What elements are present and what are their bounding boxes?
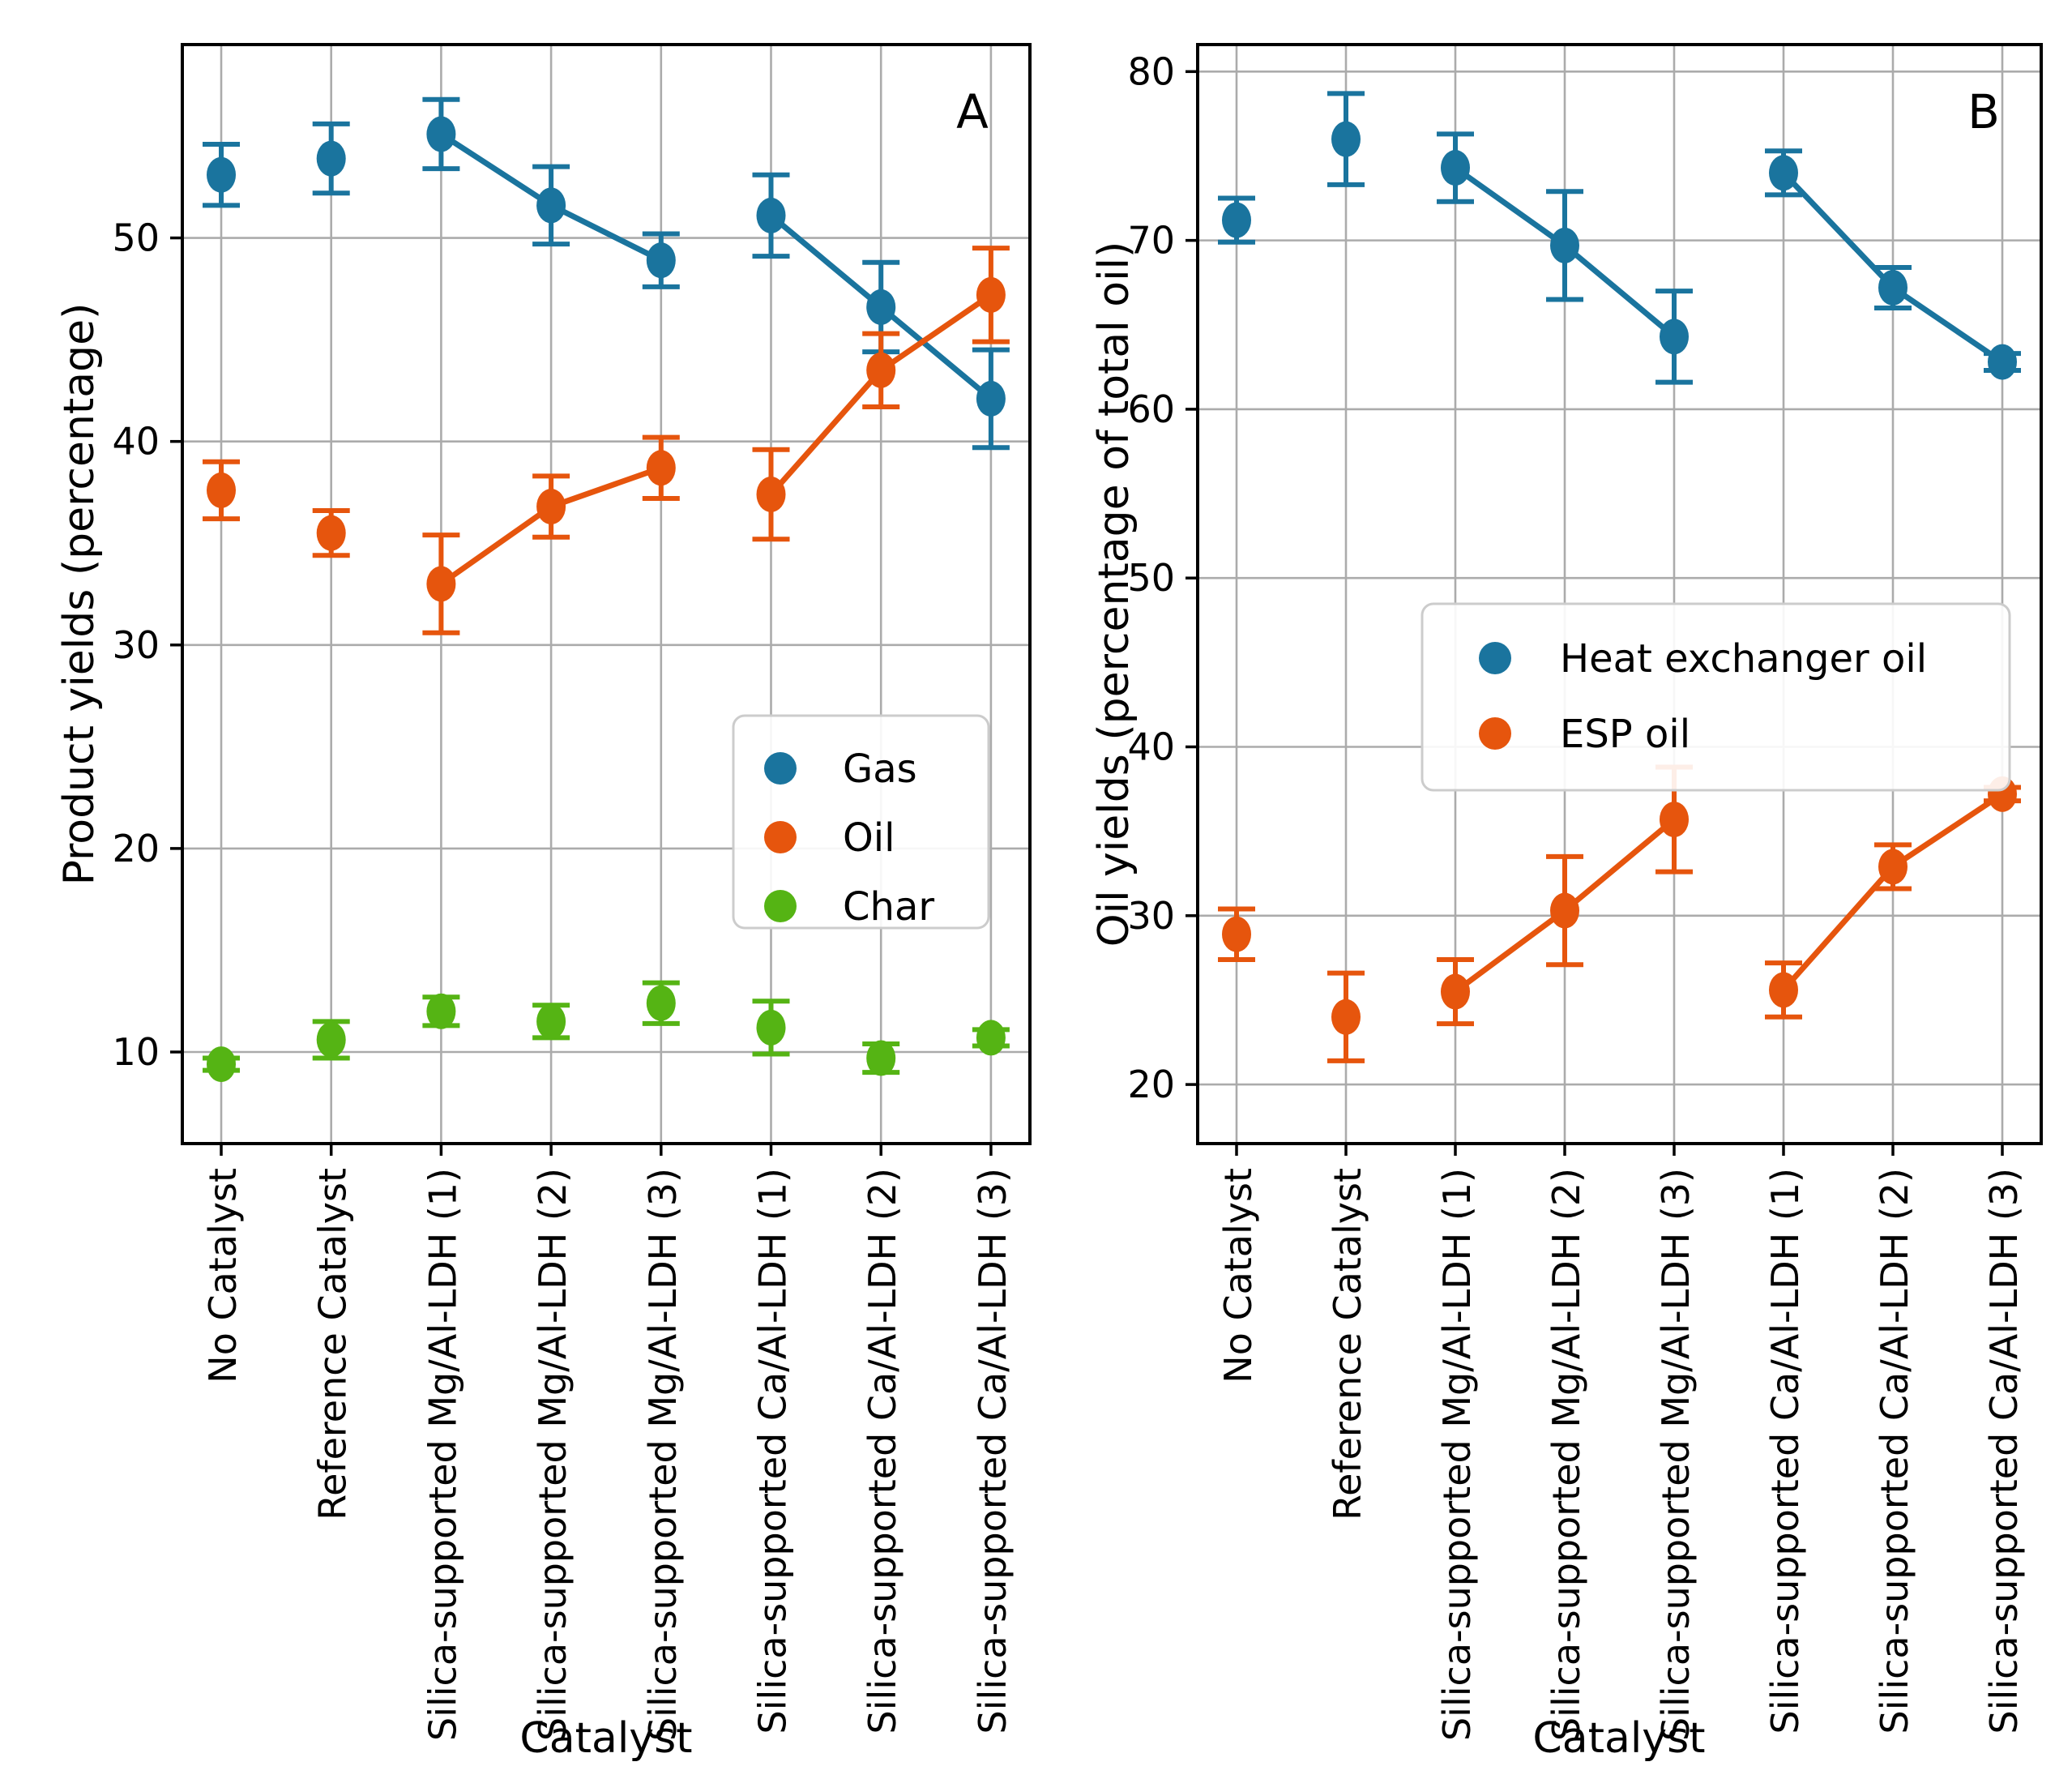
series-char-marker (536, 1003, 566, 1040)
panel-a-x-tick-label: Silica-supported Ca/Al-LDH (1) (751, 1168, 795, 1734)
legend-marker-icon (764, 752, 797, 785)
series-esp-oil-marker (1222, 916, 1251, 952)
panel-a-y-axis-label: Product yields (percentage) (55, 303, 104, 886)
panel-letter-b: B (1967, 84, 2000, 139)
legend-label: Oil (843, 815, 895, 861)
legend-label: Heat exchanger oil (1560, 636, 1927, 682)
series-esp-oil-marker (1660, 802, 1689, 838)
panel-b-y-axis-label: Oil yields (percentage of total oil) (1090, 242, 1139, 947)
series-gas-marker (426, 116, 456, 152)
series-heat-exchanger-oil-marker (1988, 344, 2017, 380)
panel-a-x-tick-label: Silica-supported Ca/Al-LDH (3) (971, 1168, 1015, 1734)
panel-a-x-tick-label: Silica-supported Ca/Al-LDH (2) (861, 1168, 904, 1734)
panel-b-x-tick-label: No Catalyst (1216, 1168, 1260, 1383)
panel-b-y-tick-label: 80 (1127, 49, 1175, 93)
panel-a-axes-frame (181, 43, 1032, 1145)
panel-b-x-tick-label: Silica-supported Mg/Al-LDH (2) (1544, 1168, 1588, 1741)
legend-marker-icon (1479, 717, 1511, 750)
series-heat-exchanger-oil-marker (1331, 121, 1361, 157)
series-esp-oil-marker (1441, 973, 1470, 1010)
panel-b-y-tick-label: 20 (1127, 1063, 1175, 1106)
series-heat-exchanger-oil-marker (1550, 227, 1579, 263)
panel-a-y-tick-label: 50 (112, 216, 160, 260)
panel-b-y-tick-label: 70 (1127, 219, 1175, 263)
series-gas-marker (756, 197, 786, 233)
panel-b-legend-box (1420, 602, 2011, 792)
panel-a-x-tick-label: Silica-supported Mg/Al-LDH (2) (531, 1168, 575, 1741)
panel-a-legend-box (732, 714, 990, 930)
series-oil-marker (976, 276, 1006, 313)
panel-a-x-tick-label: No Catalyst (201, 1168, 245, 1383)
series-gas-marker (646, 242, 676, 279)
series-oil-marker (646, 450, 676, 486)
series-char-marker (426, 993, 456, 1029)
legend-label: Char (843, 884, 934, 930)
panel-a-x-tick-label: Silica-supported Mg/Al-LDH (1) (421, 1168, 464, 1741)
panel-b-y-tick-label: 40 (1127, 725, 1175, 769)
panel-a-x-axis-label: Catalyst (519, 1714, 692, 1763)
series-char-marker (316, 1021, 346, 1058)
panel-a-y-tick-label: 20 (112, 827, 160, 870)
series-char-marker (756, 1009, 786, 1046)
panel-b-x-tick-label: Silica-supported Mg/Al-LDH (3) (1654, 1168, 1698, 1741)
legend-label: ESP oil (1560, 712, 1690, 757)
series-gas-marker (316, 140, 346, 177)
legend-marker-icon (1479, 642, 1511, 674)
series-char-marker (866, 1040, 896, 1076)
series-char-marker (207, 1046, 236, 1083)
panel-b-y-tick-label: 30 (1127, 894, 1175, 938)
series-gas-marker (976, 380, 1006, 417)
panel-a-y-tick-label: 10 (112, 1030, 160, 1074)
panel-b-x-axis-label: Catalyst (1532, 1714, 1705, 1763)
panel-a-x-tick-label: Silica-supported Mg/Al-LDH (3) (641, 1168, 685, 1741)
series-heat-exchanger-oil-marker (1222, 202, 1251, 238)
series-gas-marker (207, 156, 236, 193)
panel-b-axes-frame (1196, 43, 2043, 1145)
panel-a-y-tick-label: 30 (112, 623, 160, 667)
panel-letter-a: A (956, 84, 989, 139)
legend-label: Gas (843, 746, 917, 792)
series-esp-oil-marker (1769, 972, 1798, 1008)
panel-b-x-tick-label: Silica-supported Mg/Al-LDH (1) (1435, 1168, 1479, 1741)
legend-marker-icon (764, 890, 797, 922)
panel-b-x-tick-label: Reference Catalyst (1326, 1168, 1369, 1520)
series-oil-marker (207, 472, 236, 508)
panel-b-x-tick-label: Silica-supported Ca/Al-LDH (3) (1982, 1168, 2026, 1734)
series-heat-exchanger-oil-marker (1769, 155, 1798, 191)
series-gas-marker (866, 289, 896, 325)
series-heat-exchanger-oil-marker (1441, 150, 1470, 186)
panel-a-x-tick-label: Reference Catalyst (311, 1168, 355, 1520)
panel-a-y-tick-label: 40 (112, 420, 160, 464)
series-char-marker (646, 985, 676, 1021)
series-oil-marker (866, 352, 896, 388)
series-oil-marker (756, 476, 786, 512)
series-heat-exchanger-oil-marker (1878, 269, 1908, 306)
series-esp-oil-marker (1331, 999, 1361, 1035)
panel-b-x-tick-label: Silica-supported Ca/Al-LDH (1) (1763, 1168, 1807, 1734)
legend-marker-icon (764, 821, 797, 853)
panel-b-y-tick-label: 50 (1127, 556, 1175, 600)
series-esp-oil-marker (1550, 892, 1579, 929)
series-esp-oil-marker (1878, 849, 1908, 885)
series-char-marker (976, 1020, 1006, 1056)
series-oil-marker (536, 489, 566, 525)
series-oil-marker (426, 566, 456, 602)
panel-b-x-tick-label: Silica-supported Ca/Al-LDH (2) (1873, 1168, 1916, 1734)
series-oil-marker (316, 515, 346, 551)
panel-b-y-tick-label: 60 (1127, 387, 1175, 431)
series-heat-exchanger-oil-marker (1660, 319, 1689, 355)
series-gas-marker (536, 187, 566, 224)
